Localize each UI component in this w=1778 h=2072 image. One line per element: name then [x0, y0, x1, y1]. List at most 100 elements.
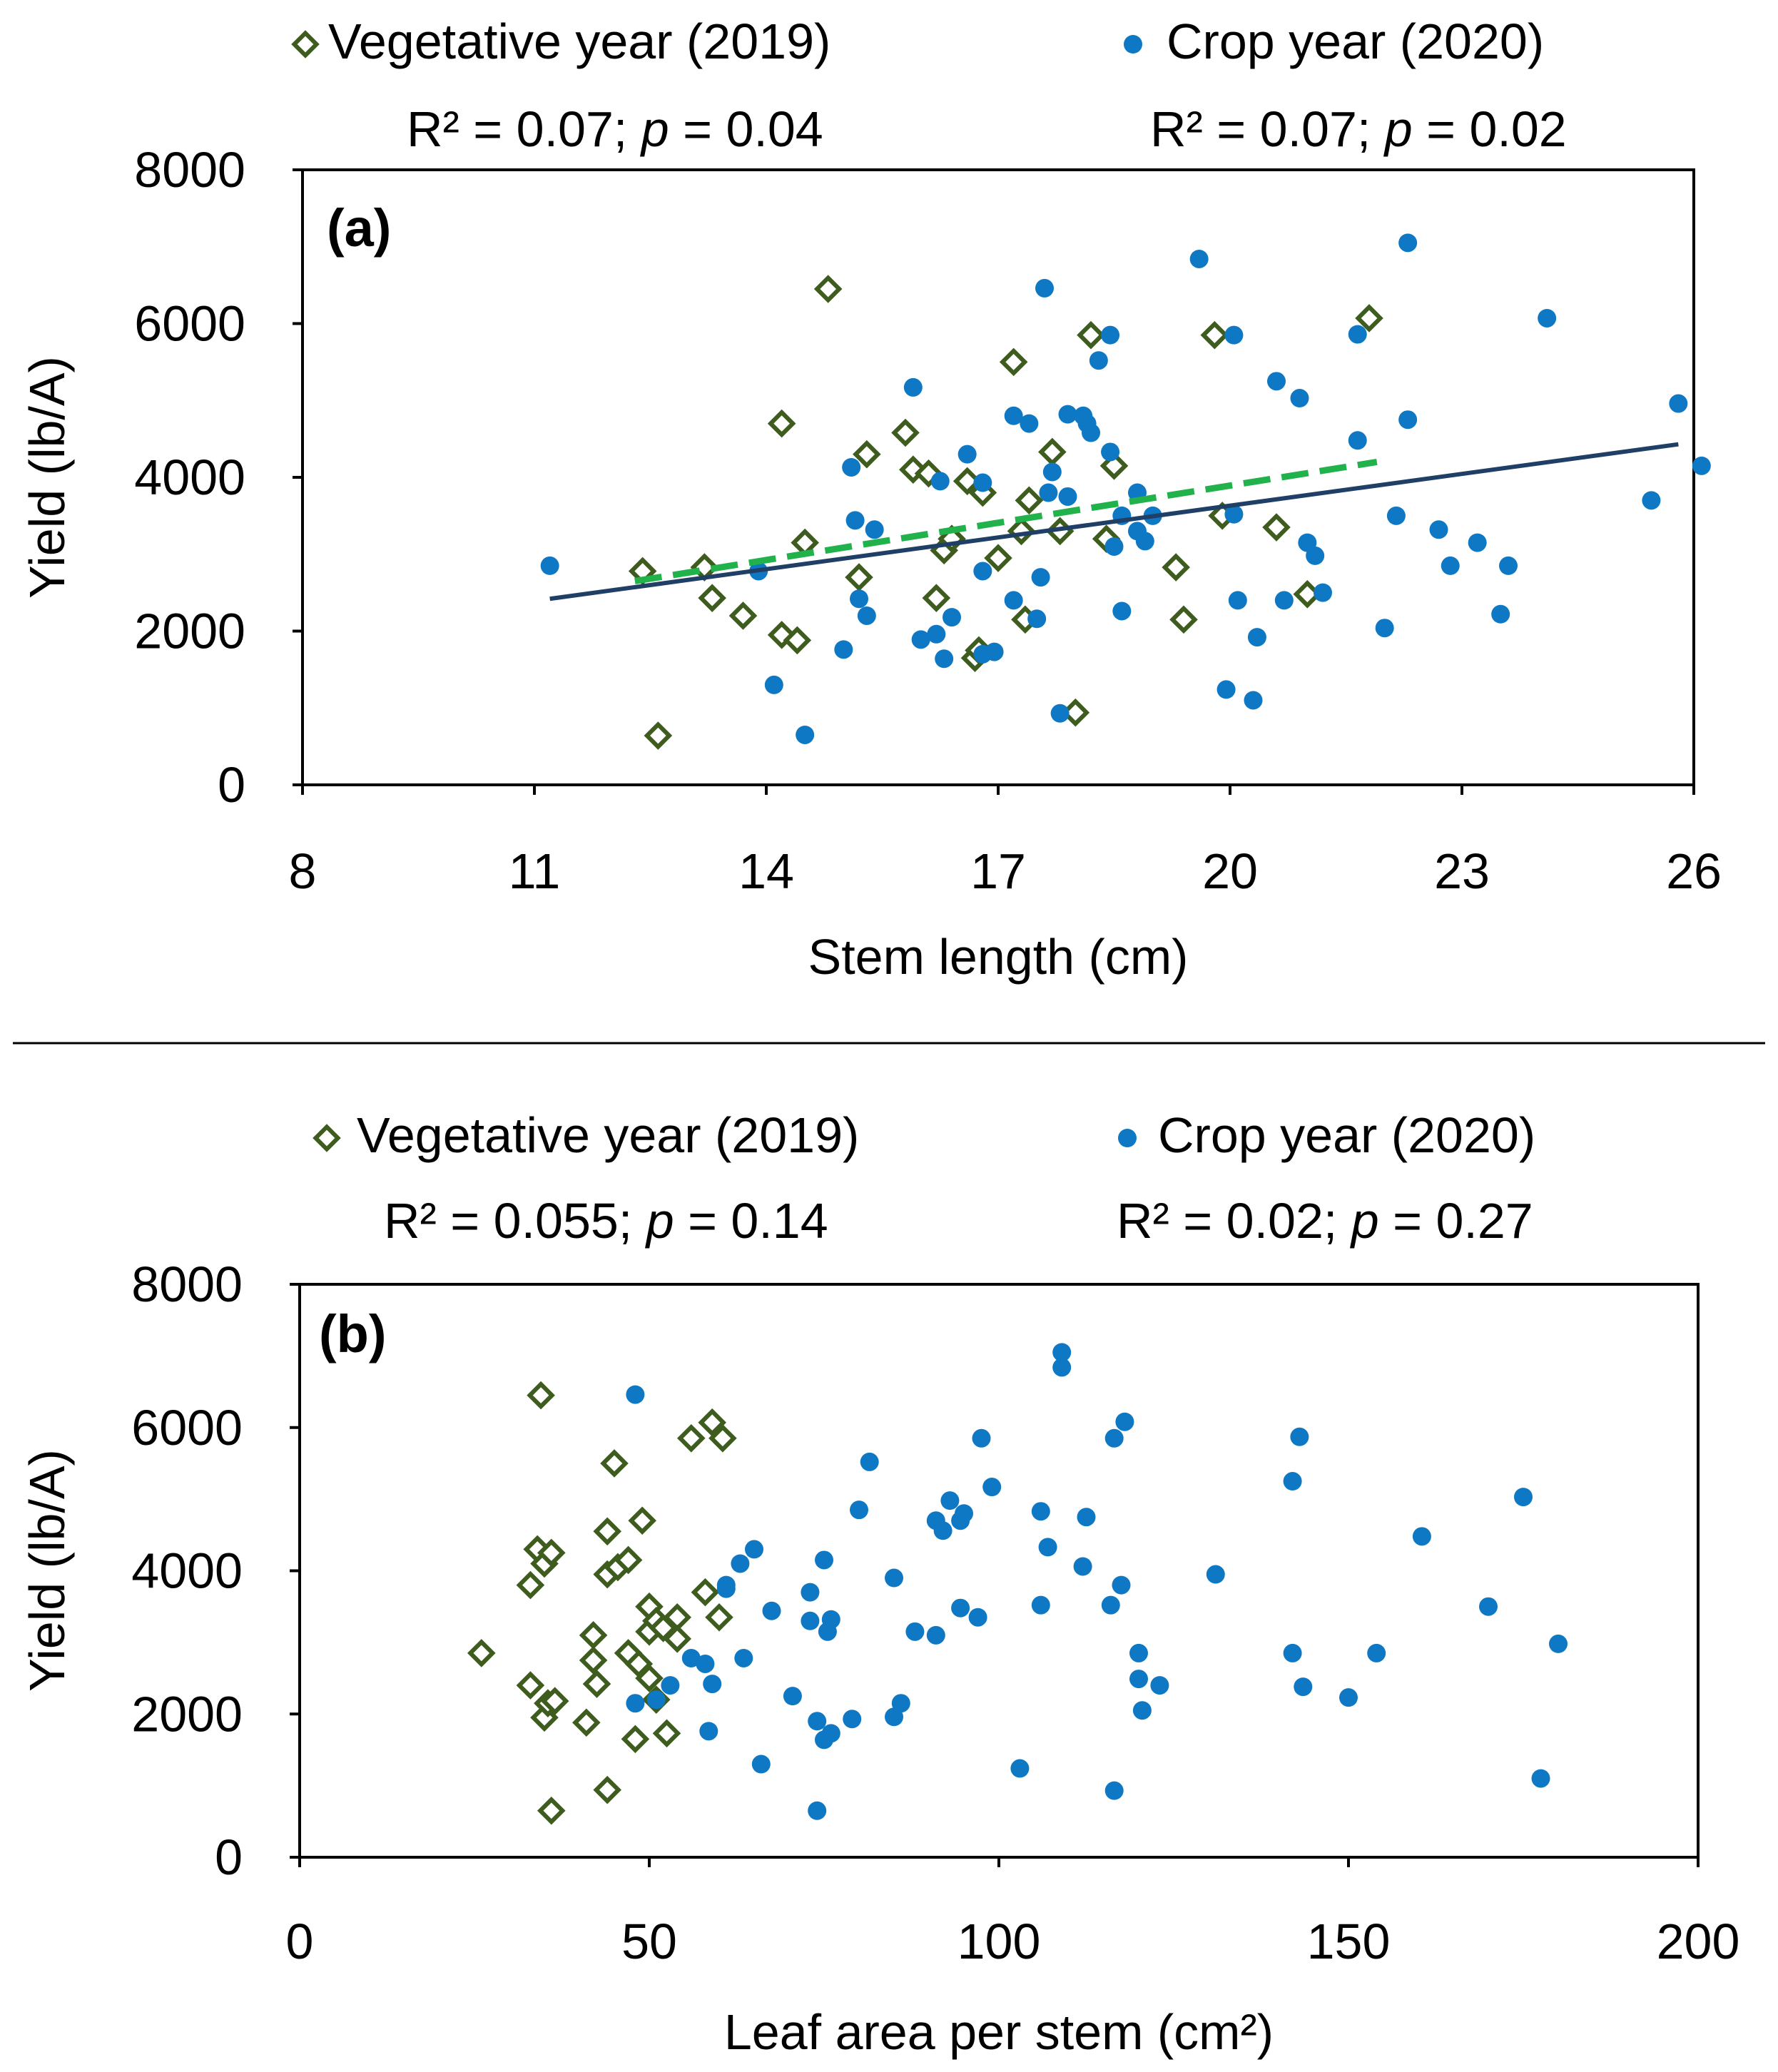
crop-point	[842, 457, 861, 477]
crop-point	[1150, 1676, 1169, 1695]
stats-p-symbol: p	[640, 101, 669, 157]
crop-point	[933, 1521, 952, 1540]
crop-point	[1004, 591, 1023, 610]
crop-point	[1004, 406, 1023, 425]
x-tick-label: 17	[970, 843, 1026, 899]
vegetative-point	[1262, 513, 1291, 542]
crop-point	[1129, 1670, 1148, 1689]
x-tick-label: 50	[621, 1914, 677, 1969]
crop-point	[1031, 568, 1050, 587]
crop-point	[957, 445, 977, 464]
crop-point	[745, 1540, 763, 1559]
crop-point	[1228, 591, 1247, 610]
x-tick-label: 11	[509, 843, 561, 899]
vegetative-point	[1045, 517, 1075, 546]
crop-point	[1020, 414, 1039, 433]
panel-a-plot-frame	[301, 168, 1695, 786]
crop-point	[951, 1598, 970, 1618]
crop-point	[1468, 533, 1487, 552]
crop-point	[1115, 1412, 1134, 1431]
legend-crop-label: Crop year (2020)	[1158, 1107, 1535, 1163]
crop-point	[703, 1675, 722, 1694]
crop-point	[764, 675, 783, 694]
crop-point	[955, 1504, 973, 1523]
crop-point	[1499, 556, 1518, 575]
y-tick-label: 0	[218, 757, 245, 813]
vegetative-point	[614, 1545, 643, 1575]
crop-point	[1050, 704, 1070, 723]
vegetative-point	[952, 467, 982, 496]
crop-point	[699, 1722, 718, 1741]
panel-b-y-axis-title: Yield (lb/A)	[19, 1449, 75, 1692]
crop-point	[1283, 1472, 1302, 1491]
crop-point	[1082, 423, 1100, 442]
crop-point	[626, 1694, 645, 1713]
crop-point	[1104, 537, 1124, 556]
vegetative-point	[663, 1625, 691, 1653]
vegetative-point	[853, 440, 881, 469]
crop-point	[1642, 491, 1661, 510]
crop-point	[1039, 483, 1058, 502]
vegetative-point	[527, 1381, 555, 1410]
stats-p-value: = 0.02	[1413, 101, 1567, 157]
crop-point	[1101, 442, 1120, 462]
vegetative-point	[698, 584, 726, 612]
crop-point	[1669, 394, 1688, 413]
crop-point	[1339, 1688, 1358, 1707]
crop-point	[1104, 1428, 1124, 1448]
crop-point	[1412, 1527, 1431, 1546]
crop-point	[1348, 325, 1367, 344]
panel-a-y-axis-ticks: 0 2000 4000 6000 8000	[134, 142, 303, 813]
vegetative-point	[1015, 486, 1044, 515]
crop-point	[1101, 325, 1120, 345]
vegetative-point	[537, 1538, 566, 1568]
vegetative-point	[579, 1646, 608, 1675]
crop-point	[1010, 1759, 1030, 1778]
stats-prefix: R² = 0.055;	[384, 1193, 646, 1249]
crop-point	[1112, 601, 1132, 621]
crop-point	[1101, 1595, 1120, 1615]
crop-point	[801, 1611, 820, 1630]
vegetative-point	[652, 1719, 681, 1748]
crop-point	[1441, 556, 1460, 575]
panel-a-x-axis-ticks: 8 11 14 17 20 23 26	[289, 785, 1722, 899]
legend-vegetative-label: Vegetative year (2019)	[328, 14, 830, 69]
stats-p-value: = 0.14	[674, 1193, 828, 1249]
crop-point	[808, 1801, 827, 1820]
vegetative-point	[644, 721, 673, 750]
crop-point	[860, 1452, 879, 1471]
legend-vegetative-stats: R² = 0.07; p = 0.04	[407, 101, 823, 157]
vegetative-point	[891, 418, 920, 447]
legend-crop-stats: R² = 0.07; p = 0.02	[1150, 101, 1567, 157]
crop-point	[1290, 389, 1309, 408]
crop-point	[982, 1478, 1002, 1497]
crop-point	[1429, 520, 1448, 539]
crop-point	[716, 1579, 736, 1598]
vegetative-trendline	[634, 459, 1378, 584]
x-tick-label: 8	[289, 843, 317, 899]
crop-point	[762, 1601, 781, 1620]
vegetative-point	[845, 563, 873, 591]
crop-point	[661, 1676, 680, 1695]
crop-point	[1692, 456, 1711, 475]
crop-point	[1224, 325, 1244, 345]
vegetative-point	[1293, 579, 1322, 609]
stats-p-value: = 0.04	[669, 101, 823, 157]
x-tick-label: 20	[1202, 843, 1258, 899]
crop-point	[843, 1710, 862, 1729]
vegetative-point	[593, 1775, 621, 1804]
x-tick-label: 150	[1307, 1914, 1391, 1969]
crop-point	[985, 642, 1004, 661]
crop-point	[911, 630, 930, 649]
vegetative-point	[708, 1424, 737, 1453]
legend-crop-label: Crop year (2020)	[1167, 14, 1544, 69]
crop-point	[821, 1610, 840, 1629]
vegetative-point	[677, 1424, 706, 1453]
crop-point	[903, 377, 923, 397]
crop-point	[1367, 1643, 1386, 1662]
x-tick-label: 0	[286, 1914, 314, 1969]
crop-point	[1035, 278, 1054, 298]
panel-b-plot-frame	[298, 1283, 1700, 1859]
y-tick-label: 0	[215, 1829, 243, 1885]
crop-point	[1058, 487, 1077, 506]
